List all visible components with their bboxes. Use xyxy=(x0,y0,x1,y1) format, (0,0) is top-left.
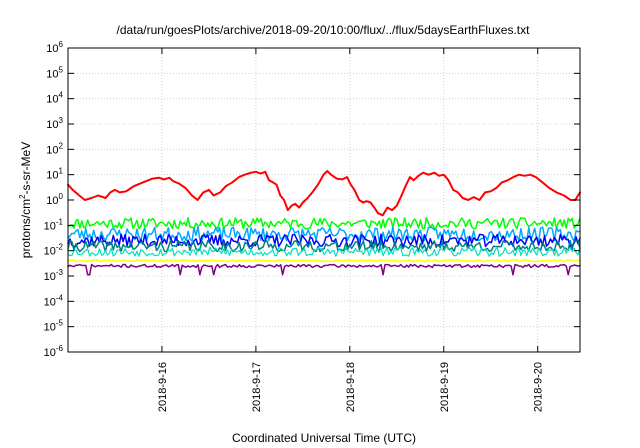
y-tick-exponent: 6 xyxy=(59,40,64,49)
y-tick-label: 10-2 xyxy=(44,243,64,258)
y-tick-base: 10 xyxy=(44,271,56,283)
y-tick-label: 103 xyxy=(46,116,63,131)
y-tick-exponent: -3 xyxy=(56,268,64,277)
series-line-8 xyxy=(67,263,581,276)
chart-title: /data/run/goesPlots/archive/2018-09-20/1… xyxy=(117,23,531,37)
x-tick-label: 2018-9-18 xyxy=(345,362,357,412)
y-tick-exponent: 2 xyxy=(59,141,64,150)
x-tick-label: 2018-9-19 xyxy=(439,362,451,412)
y-tick-base: 10 xyxy=(44,322,56,334)
y-tick-base: 10 xyxy=(46,144,58,156)
y-tick-label: 104 xyxy=(46,91,63,106)
y-axis-label: protons/cm2-s-sr-MeV xyxy=(18,142,33,258)
series-line-1 xyxy=(67,170,581,217)
y-axis-label-post: -s-sr-MeV xyxy=(19,142,33,195)
y-tick-base: 10 xyxy=(46,195,58,207)
y-axis-label-sup: 2 xyxy=(18,194,27,199)
y-tick-exponent: 5 xyxy=(59,65,64,74)
series-line-7 xyxy=(67,258,581,263)
y-tick-label: 10-3 xyxy=(44,268,64,283)
series-line-2 xyxy=(67,217,581,230)
y-tick-exponent: -5 xyxy=(56,319,64,328)
series-line-5 xyxy=(67,239,581,253)
y-tick-base: 10 xyxy=(46,94,58,106)
y-tick-base: 10 xyxy=(44,347,56,359)
y-tick-exponent: -1 xyxy=(56,217,64,226)
y-tick-label: 101 xyxy=(46,167,63,182)
y-tick-exponent: -2 xyxy=(56,243,64,252)
y-tick-base: 10 xyxy=(44,220,56,232)
y-tick-exponent: 1 xyxy=(59,167,64,176)
y-tick-label: 102 xyxy=(46,141,63,156)
y-tick-exponent: 0 xyxy=(59,192,64,201)
y-tick-label: 10-1 xyxy=(44,217,64,232)
x-axis-ticks: 2018-9-16 2018-9-17 2018-9-18 2018-9-19 2018… xyxy=(157,48,545,412)
y-tick-base: 10 xyxy=(44,296,56,308)
series-line-3 xyxy=(67,226,581,242)
x-tick-label: 2018-9-20 xyxy=(533,362,545,412)
y-tick-label: 100 xyxy=(46,192,63,207)
y-tick-exponent: 4 xyxy=(59,91,64,100)
series-line-4 xyxy=(67,233,581,248)
y-tick-label: 105 xyxy=(46,65,63,80)
y-axis-label-pre: protons/cm xyxy=(19,199,33,258)
y-tick-label: 10-6 xyxy=(44,344,64,359)
y-tick-base: 10 xyxy=(46,68,58,80)
y-tick-base: 10 xyxy=(44,246,56,258)
series-layer xyxy=(67,170,581,276)
grid xyxy=(68,48,580,352)
y-tick-label: 10-5 xyxy=(44,319,64,334)
y-tick-label: 106 xyxy=(46,40,63,55)
y-tick-base: 10 xyxy=(46,170,58,182)
y-tick-base: 10 xyxy=(46,43,58,55)
series-line-6 xyxy=(67,246,581,257)
x-tick-label: 2018-9-17 xyxy=(251,362,263,412)
y-tick-base: 10 xyxy=(46,119,58,131)
y-tick-exponent: -6 xyxy=(56,344,64,353)
x-tick-label: 2018-9-16 xyxy=(157,362,169,412)
y-tick-exponent: 3 xyxy=(59,116,64,125)
y-tick-label: 10-4 xyxy=(44,293,64,308)
y-axis-ticks: 10-610-510-410-310-210-11001011021031041… xyxy=(44,40,580,359)
y-tick-exponent: -4 xyxy=(56,293,64,302)
x-axis-label: Coordinated Universal Time (UTC) xyxy=(232,431,416,445)
